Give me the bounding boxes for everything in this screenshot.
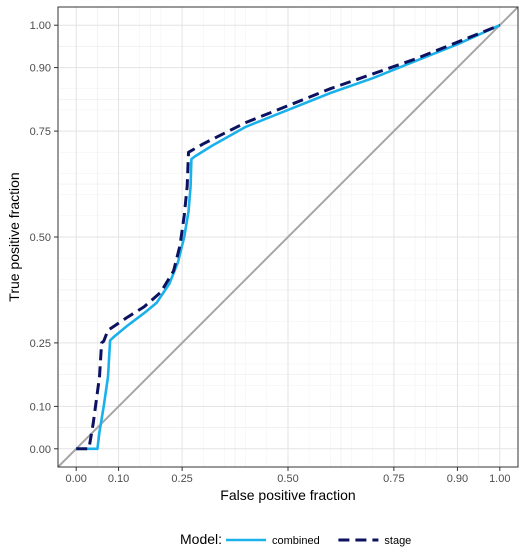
- x-tick-label: 0.75: [383, 473, 404, 485]
- y-axis-ticks: 0.00 0.10 0.25 0.50 0.75 0.90 1.00: [30, 20, 58, 456]
- y-tick-label: 0.10: [30, 401, 51, 413]
- grid: [58, 7, 518, 467]
- y-tick-label: 0.75: [30, 126, 51, 138]
- x-tick-label: 0.25: [171, 473, 192, 485]
- x-axis-label: False positive fraction: [220, 487, 355, 503]
- y-tick-label: 0.25: [30, 338, 51, 350]
- legend-label-combined: combined: [272, 535, 320, 547]
- y-tick-label: 0.50: [30, 232, 51, 244]
- series-layer: [76, 23, 501, 451]
- x-tick-label: 0.50: [277, 473, 298, 485]
- legend: Model: combined stage: [180, 531, 411, 547]
- x-tick-label: 0.90: [447, 473, 468, 485]
- y-tick-label: 0.90: [30, 63, 51, 75]
- y-axis-label: True positive fraction: [6, 172, 22, 301]
- reference-line-layer: [57, 6, 519, 468]
- legend-title: Model:: [180, 531, 222, 547]
- reference-diagonal-line: [57, 6, 519, 468]
- y-tick-label: 1.00: [30, 20, 51, 32]
- series-line-combined: [76, 24, 501, 451]
- legend-items: combined stage: [226, 535, 411, 547]
- x-tick-label: 0.10: [108, 473, 129, 485]
- legend-label-stage: stage: [384, 535, 411, 547]
- y-tick-label: 0.00: [30, 444, 51, 456]
- x-axis-ticks: 0.00 0.10 0.25 0.50 0.75 0.90 1.00: [66, 467, 510, 485]
- x-tick-label: 1.00: [489, 473, 510, 485]
- series-line-stage: [76, 23, 501, 451]
- x-tick-label: 0.00: [66, 473, 87, 485]
